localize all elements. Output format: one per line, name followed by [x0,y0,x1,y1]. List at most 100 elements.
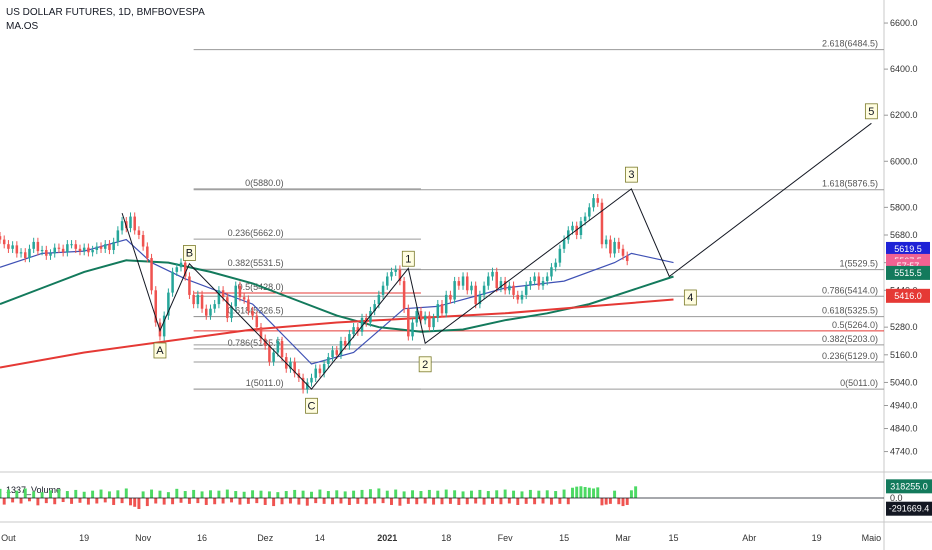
volume-bar [61,498,65,503]
volume-bar [129,498,132,506]
candle-body [0,236,2,240]
candle-body [36,241,40,252]
candle-body [221,290,225,298]
y-tick-label: 6600.0 [890,18,918,28]
volume-bar [440,498,444,505]
candle-body [533,276,536,282]
volume-badge-label: 318255.0 [890,481,928,491]
candle-body [61,248,65,253]
wave-label-box[interactable] [153,342,167,359]
candle-body [74,244,78,249]
y-tick-label: 6400.0 [890,64,918,74]
candle-body [95,246,99,250]
price-badge-label: 5416.0 [894,291,922,301]
volume-bar [617,498,621,505]
price-badge-label: 5619.5 [894,244,922,254]
x-tick-label: Maio [862,533,882,543]
y-tick-label: 5800.0 [890,202,918,212]
fib-level-label: 0.236(5129.0) [822,351,878,361]
volume-bar [596,487,600,498]
volume-bar [356,498,360,504]
price-badge [886,288,930,303]
volume-bar [347,498,351,505]
candle-body [474,285,477,305]
wave-label-box[interactable] [418,356,432,373]
candle-body [339,340,343,355]
indicator-label[interactable]: MA.OS [6,21,39,32]
wave-path [121,122,872,390]
candle-body [444,294,448,314]
volume-bar [335,490,339,498]
volume-bar [166,492,170,498]
volume-bar [310,491,313,498]
candle-body [487,276,490,286]
volume-bar [27,498,31,502]
candle-body [259,327,263,339]
volume-bar [213,498,217,505]
volume-bar [74,489,78,498]
volume-bar [457,498,461,505]
volume-bar [251,490,255,498]
candle-body [183,262,187,277]
fib-level-label: 0.236(5662.0) [228,228,284,238]
candle-body [91,249,94,253]
volume-bar [516,498,520,505]
candle-body [390,271,393,277]
volume-bar [78,498,82,503]
candle-body [558,248,562,263]
volume-bar [171,498,175,505]
candle-body [141,235,145,247]
candle-body [377,294,381,305]
candle-body [343,340,347,346]
wave-label-box[interactable] [401,250,415,267]
volume-bar [259,490,263,498]
x-tick-label: 19 [812,533,822,543]
fib-level-label: 0(5011.0) [840,378,878,388]
candle-body [386,276,389,286]
y-tick-label: 6000.0 [890,156,918,166]
candle-body [137,230,141,235]
y-tick-label: 5680.0 [890,230,918,240]
wave-label-box[interactable] [864,103,878,120]
candle-body [583,216,587,222]
candle-body [613,241,616,254]
wave-label: 3 [628,169,634,181]
x-tick-label: 15 [559,533,569,543]
candle-body [289,361,292,369]
candle-body [529,281,532,286]
volume-badge [886,501,932,516]
volume-bar [385,490,389,498]
volume-bar [255,498,259,504]
candle-body [562,239,566,249]
volume-badge-label: -291669.4 [889,504,930,514]
candle-body [230,306,233,318]
y-tick-label: 4940.0 [890,400,918,410]
candle-body [554,262,557,268]
volume-bar [318,489,322,498]
y-tick-label: 4840.0 [890,424,918,434]
candle-body [470,285,473,291]
candle-body [440,304,444,314]
wave-label-box[interactable] [683,289,697,306]
candle-body [70,244,73,246]
volume-bar [141,491,145,498]
candle-body [516,294,520,300]
candle-body [179,262,183,268]
y-tick-label: 5160.0 [890,350,918,360]
candle-body [579,221,583,235]
candle-body [512,285,515,295]
volume-indicator-label[interactable]: 1337_Volume [6,485,62,495]
y-tick-label: 5280.0 [890,322,918,332]
wave-label-box[interactable] [625,166,638,183]
volume-bar [503,489,507,498]
candle-body [192,294,195,305]
candle-body [495,271,498,288]
volume-bar [297,498,301,505]
volume-bar [562,489,566,498]
wave-label-box[interactable] [305,397,318,414]
volume-bar [238,498,242,505]
candle-body [11,245,14,249]
volume-bar [120,498,124,504]
wave-label-box[interactable] [183,245,196,261]
